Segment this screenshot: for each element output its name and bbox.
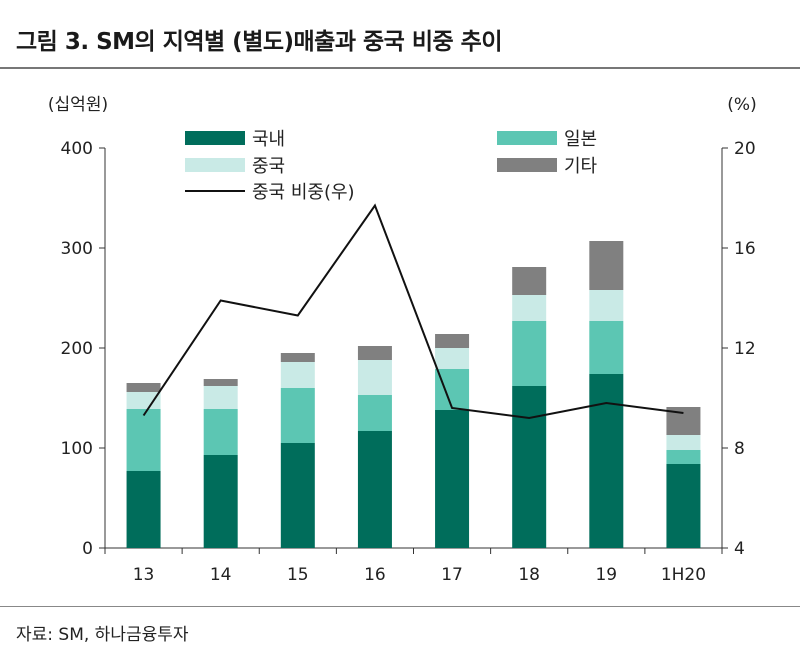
source-divider	[0, 606, 800, 607]
y-left-tick-label: 0	[82, 539, 93, 559]
china-share-line	[142, 203, 684, 420]
bar-segment	[126, 383, 161, 392]
bar-segment	[512, 321, 547, 386]
bar-segment	[280, 353, 315, 362]
bar-segment	[203, 455, 238, 548]
bar-segment	[126, 409, 161, 471]
bar-segment	[435, 348, 470, 369]
bar-segment	[357, 431, 392, 548]
bar-segment	[280, 362, 315, 388]
bar-segment	[666, 435, 701, 450]
figure-title: 그림 3. SM의 지역별 (별도)매출과 중국 비중 추이	[16, 29, 503, 55]
bar-segment	[666, 450, 701, 464]
bar-segment	[357, 360, 392, 395]
bar-segment	[435, 334, 470, 348]
x-tick-label: 14	[210, 565, 232, 585]
bar-segment	[280, 443, 315, 548]
y-left-tick-label: 200	[61, 339, 93, 359]
legend-label: 중국 비중(우)	[252, 182, 355, 203]
bar-segment	[203, 379, 238, 386]
tick-label-layer: 0 100 200 300 400 4 8 12 16 20 13 14 15 16 17 18 19 1H20 (…	[48, 95, 757, 585]
bar-layer	[126, 241, 701, 548]
bar-segment	[203, 409, 238, 455]
x-tick-label: 16	[364, 565, 386, 585]
y-left-tick-label: 400	[61, 139, 93, 159]
legend-label: 국내	[252, 129, 285, 150]
y-right-unit-label: (%)	[727, 95, 756, 115]
legend-swatch	[185, 158, 245, 172]
legend-swatch	[497, 131, 557, 145]
title-divider	[0, 67, 800, 69]
bar-segment	[512, 295, 547, 321]
line-layer	[142, 203, 684, 420]
y-left-unit-label: (십억원)	[48, 95, 108, 115]
y-right-tick-label: 16	[734, 239, 756, 259]
bar-segment	[589, 374, 624, 548]
bar-segment	[357, 346, 392, 360]
legend-swatch	[185, 131, 245, 145]
bar-segment	[203, 386, 238, 409]
bar-segment	[589, 241, 624, 290]
y-right-tick-label: 12	[734, 339, 756, 359]
x-tick-label: 19	[595, 565, 617, 585]
y-right-tick-label: 8	[734, 439, 745, 459]
y-right-tick-label: 4	[734, 539, 745, 559]
x-tick-label: 17	[441, 565, 463, 585]
y-right-tick-label: 20	[734, 139, 756, 159]
bar-segment	[589, 290, 624, 321]
bar-segment	[126, 392, 161, 409]
source-note: 자료: SM, 하나금융투자	[16, 625, 189, 645]
x-tick-label: 18	[518, 565, 540, 585]
y-left-tick-label: 300	[61, 239, 93, 259]
x-tick-label: 1H20	[661, 565, 706, 585]
bar-segment	[666, 464, 701, 548]
x-tick-label: 13	[133, 565, 155, 585]
bar-segment	[280, 388, 315, 443]
legend-label: 일본	[564, 129, 597, 150]
bar-segment	[512, 386, 547, 548]
legend-label: 기타	[564, 156, 598, 177]
bar-segment	[589, 321, 624, 374]
bar-segment	[512, 267, 547, 295]
bar-segment	[435, 410, 470, 548]
legend-swatch	[497, 158, 557, 172]
chart-svg: 0 100 200 300 400 4 8 12 16 20 13 14 15 16 17 18 19 1H20 (…	[48, 95, 757, 585]
x-tick-label: 15	[287, 565, 309, 585]
bar-segment	[357, 395, 392, 431]
chart-axes	[99, 147, 728, 554]
legend-label: 중국	[252, 156, 285, 177]
bar-segment	[126, 471, 161, 548]
y-left-tick-label: 100	[61, 439, 93, 459]
